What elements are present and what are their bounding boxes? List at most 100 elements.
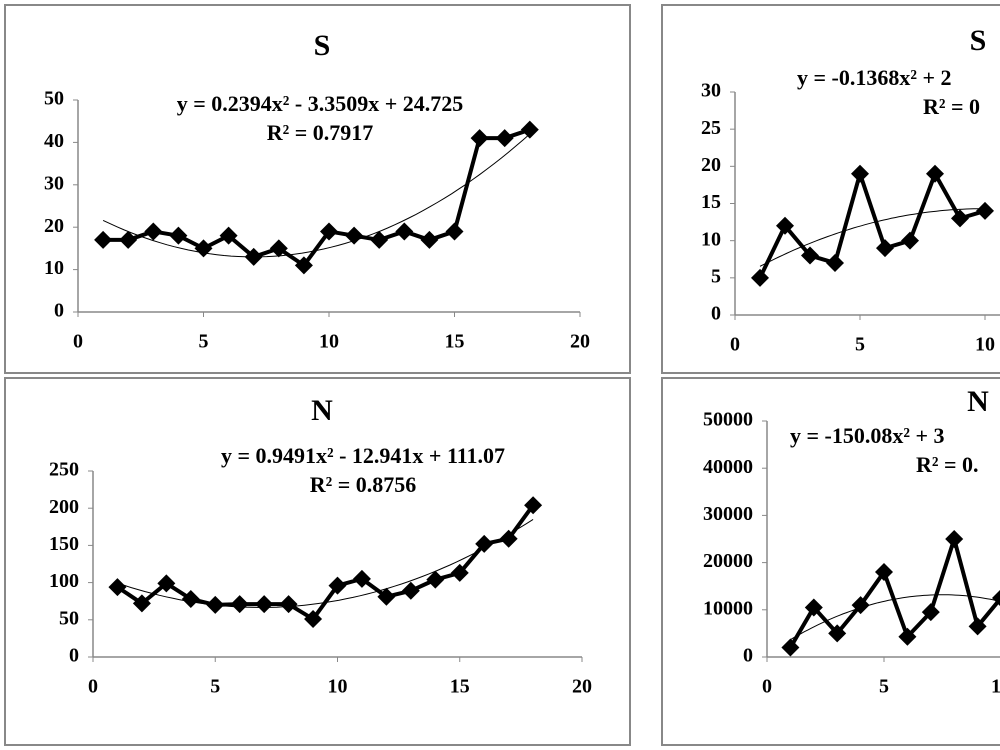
marker [370,230,389,249]
marker [524,496,543,515]
annotation: y = 0.9491x² - 12.941x + 111.07 [221,443,505,468]
marker [876,239,894,258]
annotation: R² = 0.7917 [267,120,374,145]
panel [661,4,1000,374]
y-tick-label: 50 [59,607,79,629]
y-tick-label: 5 [711,265,721,287]
marker [875,563,893,582]
marker [169,226,188,245]
marker [181,589,200,608]
y-tick-label: 15 [701,191,721,213]
y-tick-label: 200 [49,496,79,518]
y-tick-label: 25 [701,117,721,139]
marker [94,230,113,249]
annotation: R² = 0. [916,452,979,477]
marker [470,129,489,148]
chart-title: N [311,394,333,427]
y-tick-label: 10000 [703,597,753,619]
marker [230,595,249,614]
marker [279,595,298,614]
marker [851,164,869,183]
marker [898,627,917,646]
marker [144,222,163,241]
panel [4,4,631,374]
marker [901,231,919,250]
chart-title: S [970,24,987,57]
x-tick-label: 15 [450,676,470,698]
marker [244,247,263,266]
y-tick-label: 10 [44,257,64,279]
x-tick-label: 5 [879,676,889,698]
y-tick-label: 250 [49,459,79,481]
x-tick-label: 20 [572,676,592,698]
chart-title: N [967,385,989,418]
marker [304,610,323,629]
x-tick-label: 10 [991,676,1000,698]
marker [352,569,371,588]
y-tick-label: 50000 [703,409,753,431]
marker [945,530,964,548]
marker [119,230,138,249]
x-tick-label: 10 [975,334,995,356]
data-line [758,171,986,279]
y-tick-label: 0 [54,300,64,322]
marker [926,164,944,183]
annotation: R² = 0 [923,94,980,119]
y-tick-label: 0 [711,303,721,325]
marker [968,617,987,636]
marker [377,587,396,606]
x-tick-label: 10 [319,331,339,353]
marker [445,222,464,241]
y-tick-label: 30 [701,80,721,102]
marker [520,120,539,139]
panel [4,377,631,746]
y-tick-label: 40000 [703,456,753,478]
marker [345,226,364,245]
marker [801,246,819,265]
marker [475,534,494,553]
y-tick-label: 100 [49,570,79,592]
x-tick-label: 0 [88,676,98,698]
y-tick-label: 20 [701,154,721,176]
y-tick-label: 0 [69,645,79,667]
marker [395,222,414,241]
chart-title: S [314,29,331,62]
y-tick-label: 30000 [703,503,753,525]
panel [661,377,1000,746]
marker [804,598,823,617]
x-tick-label: 0 [73,331,83,353]
marker [781,638,800,657]
y-tick-label: 20000 [703,550,753,572]
x-tick-label: 5 [855,334,865,356]
marker [776,216,794,235]
annotation: y = -0.1368x² + 2 [797,65,952,90]
marker [108,578,127,597]
marker [420,230,439,249]
marker [751,268,769,287]
y-tick-label: 0 [743,645,753,667]
marker [328,576,347,595]
y-tick-label: 20 [44,215,64,237]
marker [826,253,844,272]
annotation: R² = 0.8756 [310,472,417,497]
y-tick-label: 150 [49,533,79,555]
x-tick-label: 0 [762,676,772,698]
y-tick-label: 10 [701,228,721,250]
x-tick-label: 5 [210,676,220,698]
trendline [759,208,985,267]
marker [426,570,445,589]
x-tick-label: 10 [328,676,348,698]
marker [206,595,225,614]
data-line [116,504,535,622]
x-tick-label: 5 [199,331,209,353]
marker [992,590,1000,606]
annotation: y = 0.2394x² - 3.3509x + 24.725 [177,91,464,116]
marker [157,574,176,593]
y-tick-label: 40 [44,130,64,152]
marker [401,581,420,600]
marker [951,209,969,228]
x-tick-label: 15 [445,331,465,353]
y-tick-label: 50 [44,88,64,110]
